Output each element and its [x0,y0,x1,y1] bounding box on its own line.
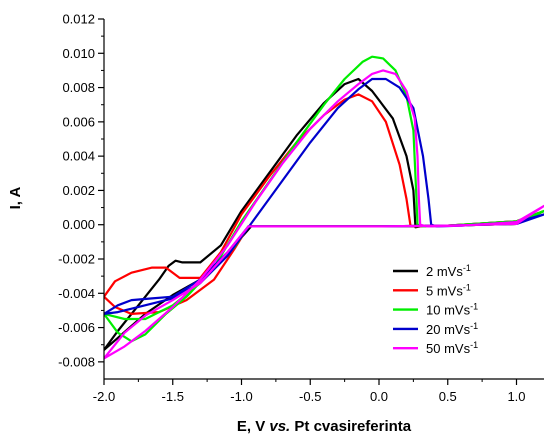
legend: 2 mVs-1 5 mVs-1 10 mVs-1 20 mVs-1 50 mVs-1 [393,263,478,356]
legend-label: 50 mVs-1 [426,340,478,356]
y-tick-label: -0.008 [58,354,95,369]
x-tick-label: -1.5 [162,389,184,404]
y-tick-label: 0.002 [62,183,95,198]
y-axis-title: I, A [7,186,24,209]
x-tick-label: 0.5 [439,389,457,404]
legend-label: 2 mVs-1 [426,263,471,279]
axes-layer: -2.0 -1.5 -1.0 -0.5 0.0 0.5 1.0 -0.008 -0.006 -0.… [58,12,544,404]
y-tick-label: 0.008 [62,80,95,95]
series-layer [104,55,544,360]
legend-label: 10 mVs-1 [426,302,478,318]
y-tick-label: 0.010 [62,46,95,61]
legend-label: 5 mVs-1 [426,282,471,298]
x-tick-label: -2.0 [93,389,115,404]
y-tick-label: -0.006 [58,320,95,335]
x-tick-label: -1.0 [230,389,252,404]
y-tick-label: -0.004 [58,286,95,301]
y-tick-label: 0.006 [62,114,95,129]
y-tick-label: -0.002 [58,252,95,267]
y-tick-label: 0.000 [62,217,95,232]
x-tick-label: -0.5 [299,389,321,404]
x-axis-title: E, V vs. Pt cvasireferinta [237,418,412,435]
y-tick-label: 0.012 [62,12,95,27]
legend-label: 20 mVs-1 [426,321,478,337]
y-tick-label: 0.004 [62,149,95,164]
series-line-5 [104,69,544,360]
x-tick-label: 1.0 [507,389,525,404]
x-tick-label: 0.0 [370,389,388,404]
series-line-2 [104,93,544,315]
